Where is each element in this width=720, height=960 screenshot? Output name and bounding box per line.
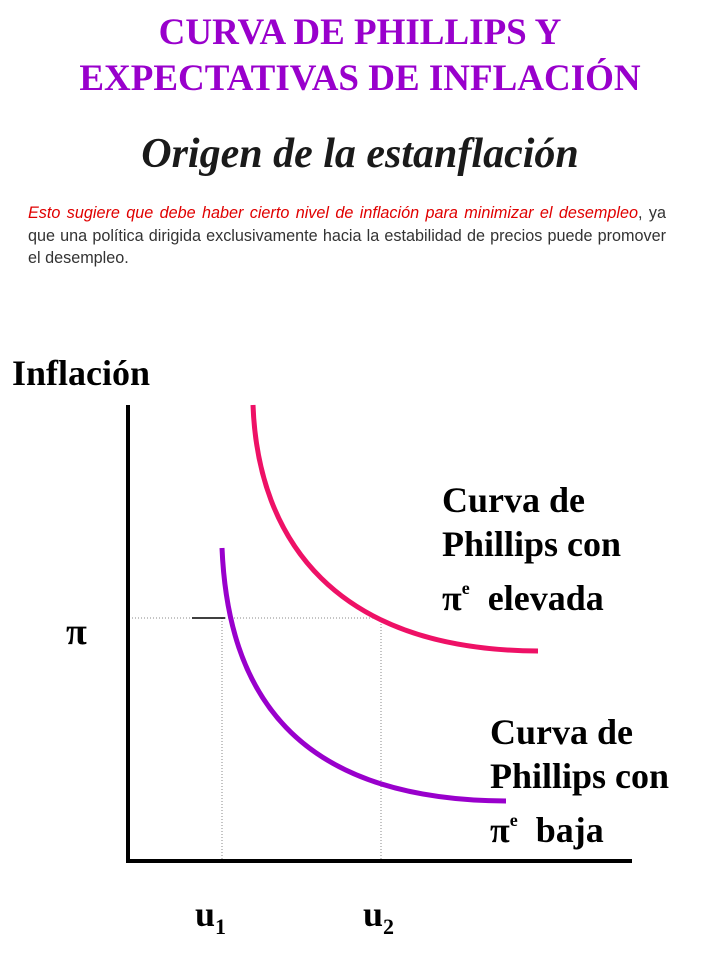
u1-subscript: 1 [215, 914, 227, 939]
high-curve-line3: πe elevada [442, 578, 604, 618]
high-curve-line2: Phillips con [442, 524, 622, 564]
low-curve-label: Curva de Phillips con πe baja [490, 710, 669, 852]
title-line-2: EXPECTATIVAS DE INFLACIÓN [79, 58, 641, 99]
pi-label: π [66, 611, 87, 653]
high-curve-line1: Curva de [442, 480, 585, 520]
explanation-paragraph: Esto sugiere que debe haber cierto nivel… [28, 202, 666, 270]
subtitle: Origen de la estanflación [141, 131, 579, 177]
low-curve-line3: πe baja [490, 810, 604, 850]
low-curve-line2: Phillips con [490, 756, 670, 796]
u2-subscript: 2 [383, 914, 395, 939]
high-curve-label: Curva de Phillips con πe elevada [442, 478, 621, 620]
u2-main: u [363, 894, 384, 934]
u1-label: u1 [195, 893, 226, 939]
title-line-1: CURVA DE PHILLIPS Y [158, 12, 562, 53]
u2-label: u2 [363, 893, 394, 939]
u1-main: u [195, 894, 216, 934]
paragraph-black-part: , ya que una política dirigida exclusiva… [28, 204, 666, 267]
curve-high-expectations [250, 404, 539, 654]
y-axis-label: Inflación [12, 353, 151, 393]
low-curve-line1: Curva de [490, 712, 633, 752]
curve-low-expectations [219, 547, 507, 804]
paragraph-red-part: Esto sugiere que debe haber cierto nivel… [28, 204, 639, 222]
